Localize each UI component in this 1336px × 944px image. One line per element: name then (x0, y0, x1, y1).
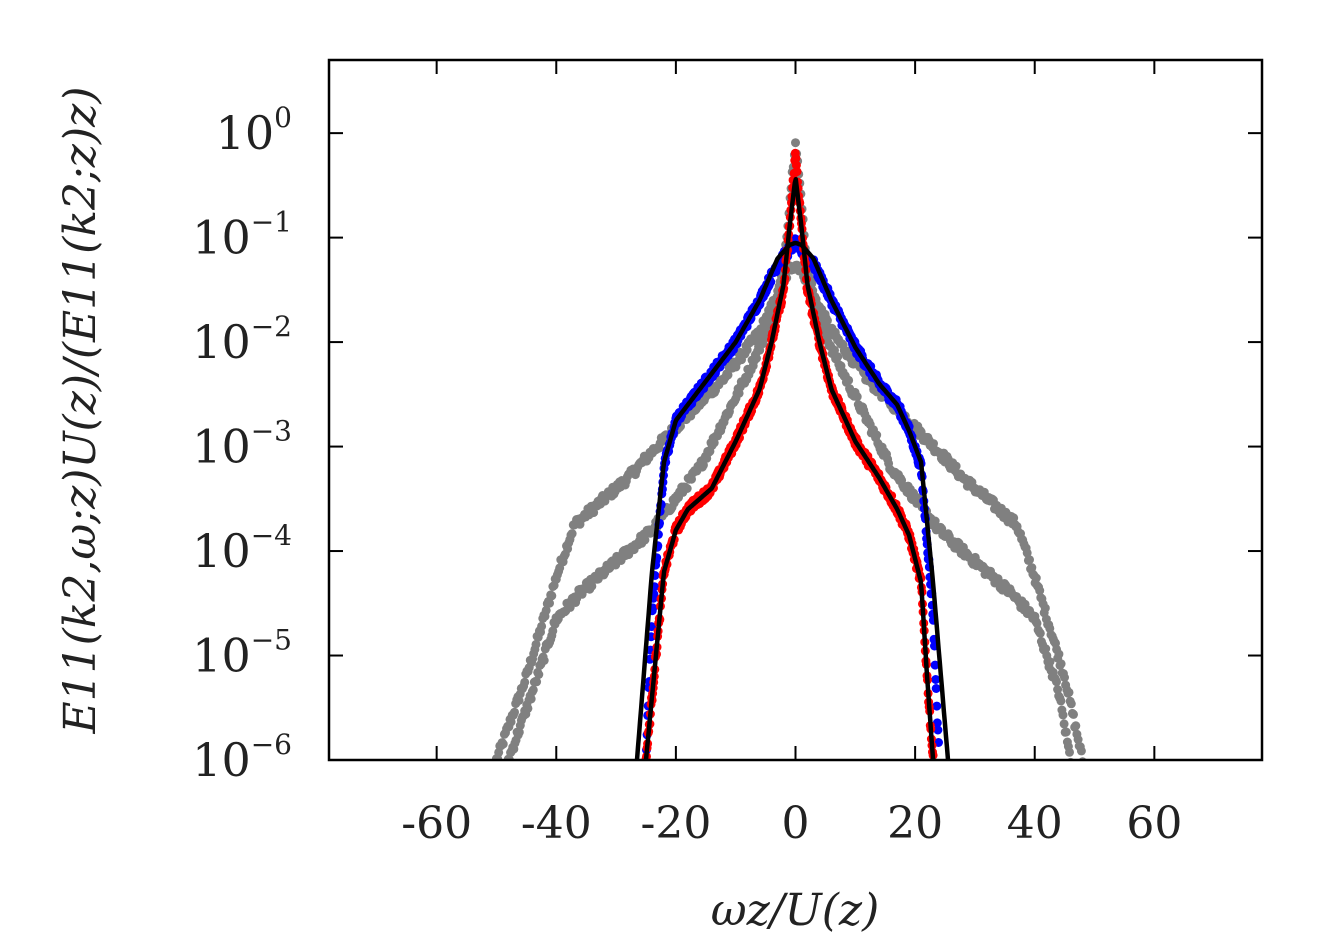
x-axis-label: ωz/U(z) (711, 885, 879, 936)
series-0-scatter (492, 260, 1087, 760)
data-point (1064, 687, 1074, 697)
series-4-line (634, 240, 951, 760)
data-point (930, 660, 940, 670)
data-point (1031, 573, 1041, 583)
y-tick-label: 10−3 (192, 415, 292, 474)
data-point (1078, 757, 1087, 760)
data-point (545, 598, 554, 608)
fit-line (643, 176, 936, 760)
data-point (1065, 747, 1074, 757)
data-point (1035, 586, 1045, 596)
y-tick-label: 10−6 (192, 728, 292, 787)
x-tick-label: -20 (640, 798, 711, 849)
data-point (532, 677, 542, 687)
y-tick-label: 10−1 (192, 206, 292, 265)
data-point (931, 684, 941, 693)
data-point (526, 694, 536, 704)
data-point (539, 656, 549, 665)
data-point (723, 370, 733, 380)
data-point (820, 324, 830, 333)
data-point (523, 703, 533, 713)
data-point (872, 430, 882, 440)
data-point (752, 353, 761, 363)
data-point (791, 153, 801, 163)
data-point (541, 605, 551, 615)
data-point (1025, 555, 1034, 565)
data-layer (492, 138, 1087, 760)
data-point (929, 439, 938, 449)
data-point (514, 727, 524, 737)
data-point (1022, 548, 1032, 558)
data-point (1058, 710, 1068, 720)
x-tick-label: 40 (1007, 798, 1063, 849)
data-point (1059, 719, 1069, 729)
x-tick-label: 0 (782, 798, 810, 849)
x-tick-label: -40 (521, 798, 592, 849)
data-point (1061, 727, 1071, 737)
data-point (534, 670, 544, 679)
data-point (1069, 709, 1078, 719)
data-point (1054, 649, 1064, 659)
x-tick-label: 20 (887, 798, 943, 849)
ticks-layer: -60 -40 -20 0 20 40 60 100 10−1 10−2 10−3 10−4 10−5 1… (192, 60, 1262, 849)
data-point (933, 725, 943, 735)
data-point (498, 739, 508, 749)
data-point (682, 484, 692, 493)
data-point (844, 375, 854, 385)
data-point (537, 621, 547, 631)
data-point (1056, 696, 1066, 706)
data-point (1056, 659, 1066, 669)
x-tick-label: -60 (401, 798, 472, 849)
data-point (1066, 699, 1076, 709)
data-point (1060, 673, 1069, 682)
data-point (1040, 603, 1050, 613)
data-point (1071, 721, 1081, 731)
data-point (932, 701, 942, 711)
data-point (852, 392, 862, 402)
y-tick-label: 10−5 (192, 624, 292, 683)
data-point (1045, 657, 1055, 667)
data-point (520, 677, 530, 687)
data-point (531, 639, 541, 649)
data-point (742, 345, 752, 355)
data-point (1035, 628, 1045, 638)
x-tick-label: 60 (1126, 798, 1182, 849)
data-point (547, 591, 557, 601)
data-point (1076, 746, 1086, 756)
data-point (1041, 644, 1051, 654)
y-axis-label: E11(k2,ω;z)U(z)/(E11(k2;z)z) (55, 86, 106, 734)
y-tick-label: 10−2 (192, 310, 292, 369)
y-tick-label: 10−4 (192, 519, 292, 578)
data-point (951, 461, 961, 471)
data-point (931, 675, 941, 684)
fit-line (634, 240, 951, 760)
series-5-line (643, 176, 936, 760)
data-point (528, 685, 538, 695)
data-point (792, 167, 802, 177)
data-point (1052, 677, 1061, 687)
data-point (833, 352, 843, 362)
data-point (791, 138, 800, 148)
data-point (567, 529, 577, 539)
data-point (510, 707, 519, 717)
y-tick-label: 100 (216, 101, 292, 160)
data-point (932, 718, 942, 728)
